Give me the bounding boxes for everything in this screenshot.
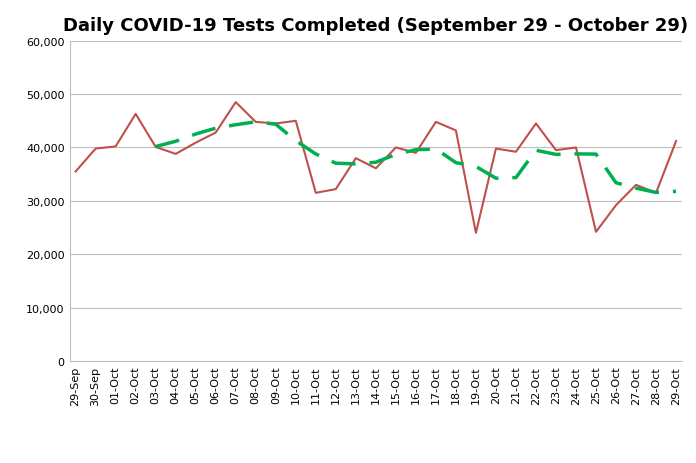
- Title: Daily COVID-19 Tests Completed (September 29 - October 29): Daily COVID-19 Tests Completed (Septembe…: [63, 17, 688, 35]
